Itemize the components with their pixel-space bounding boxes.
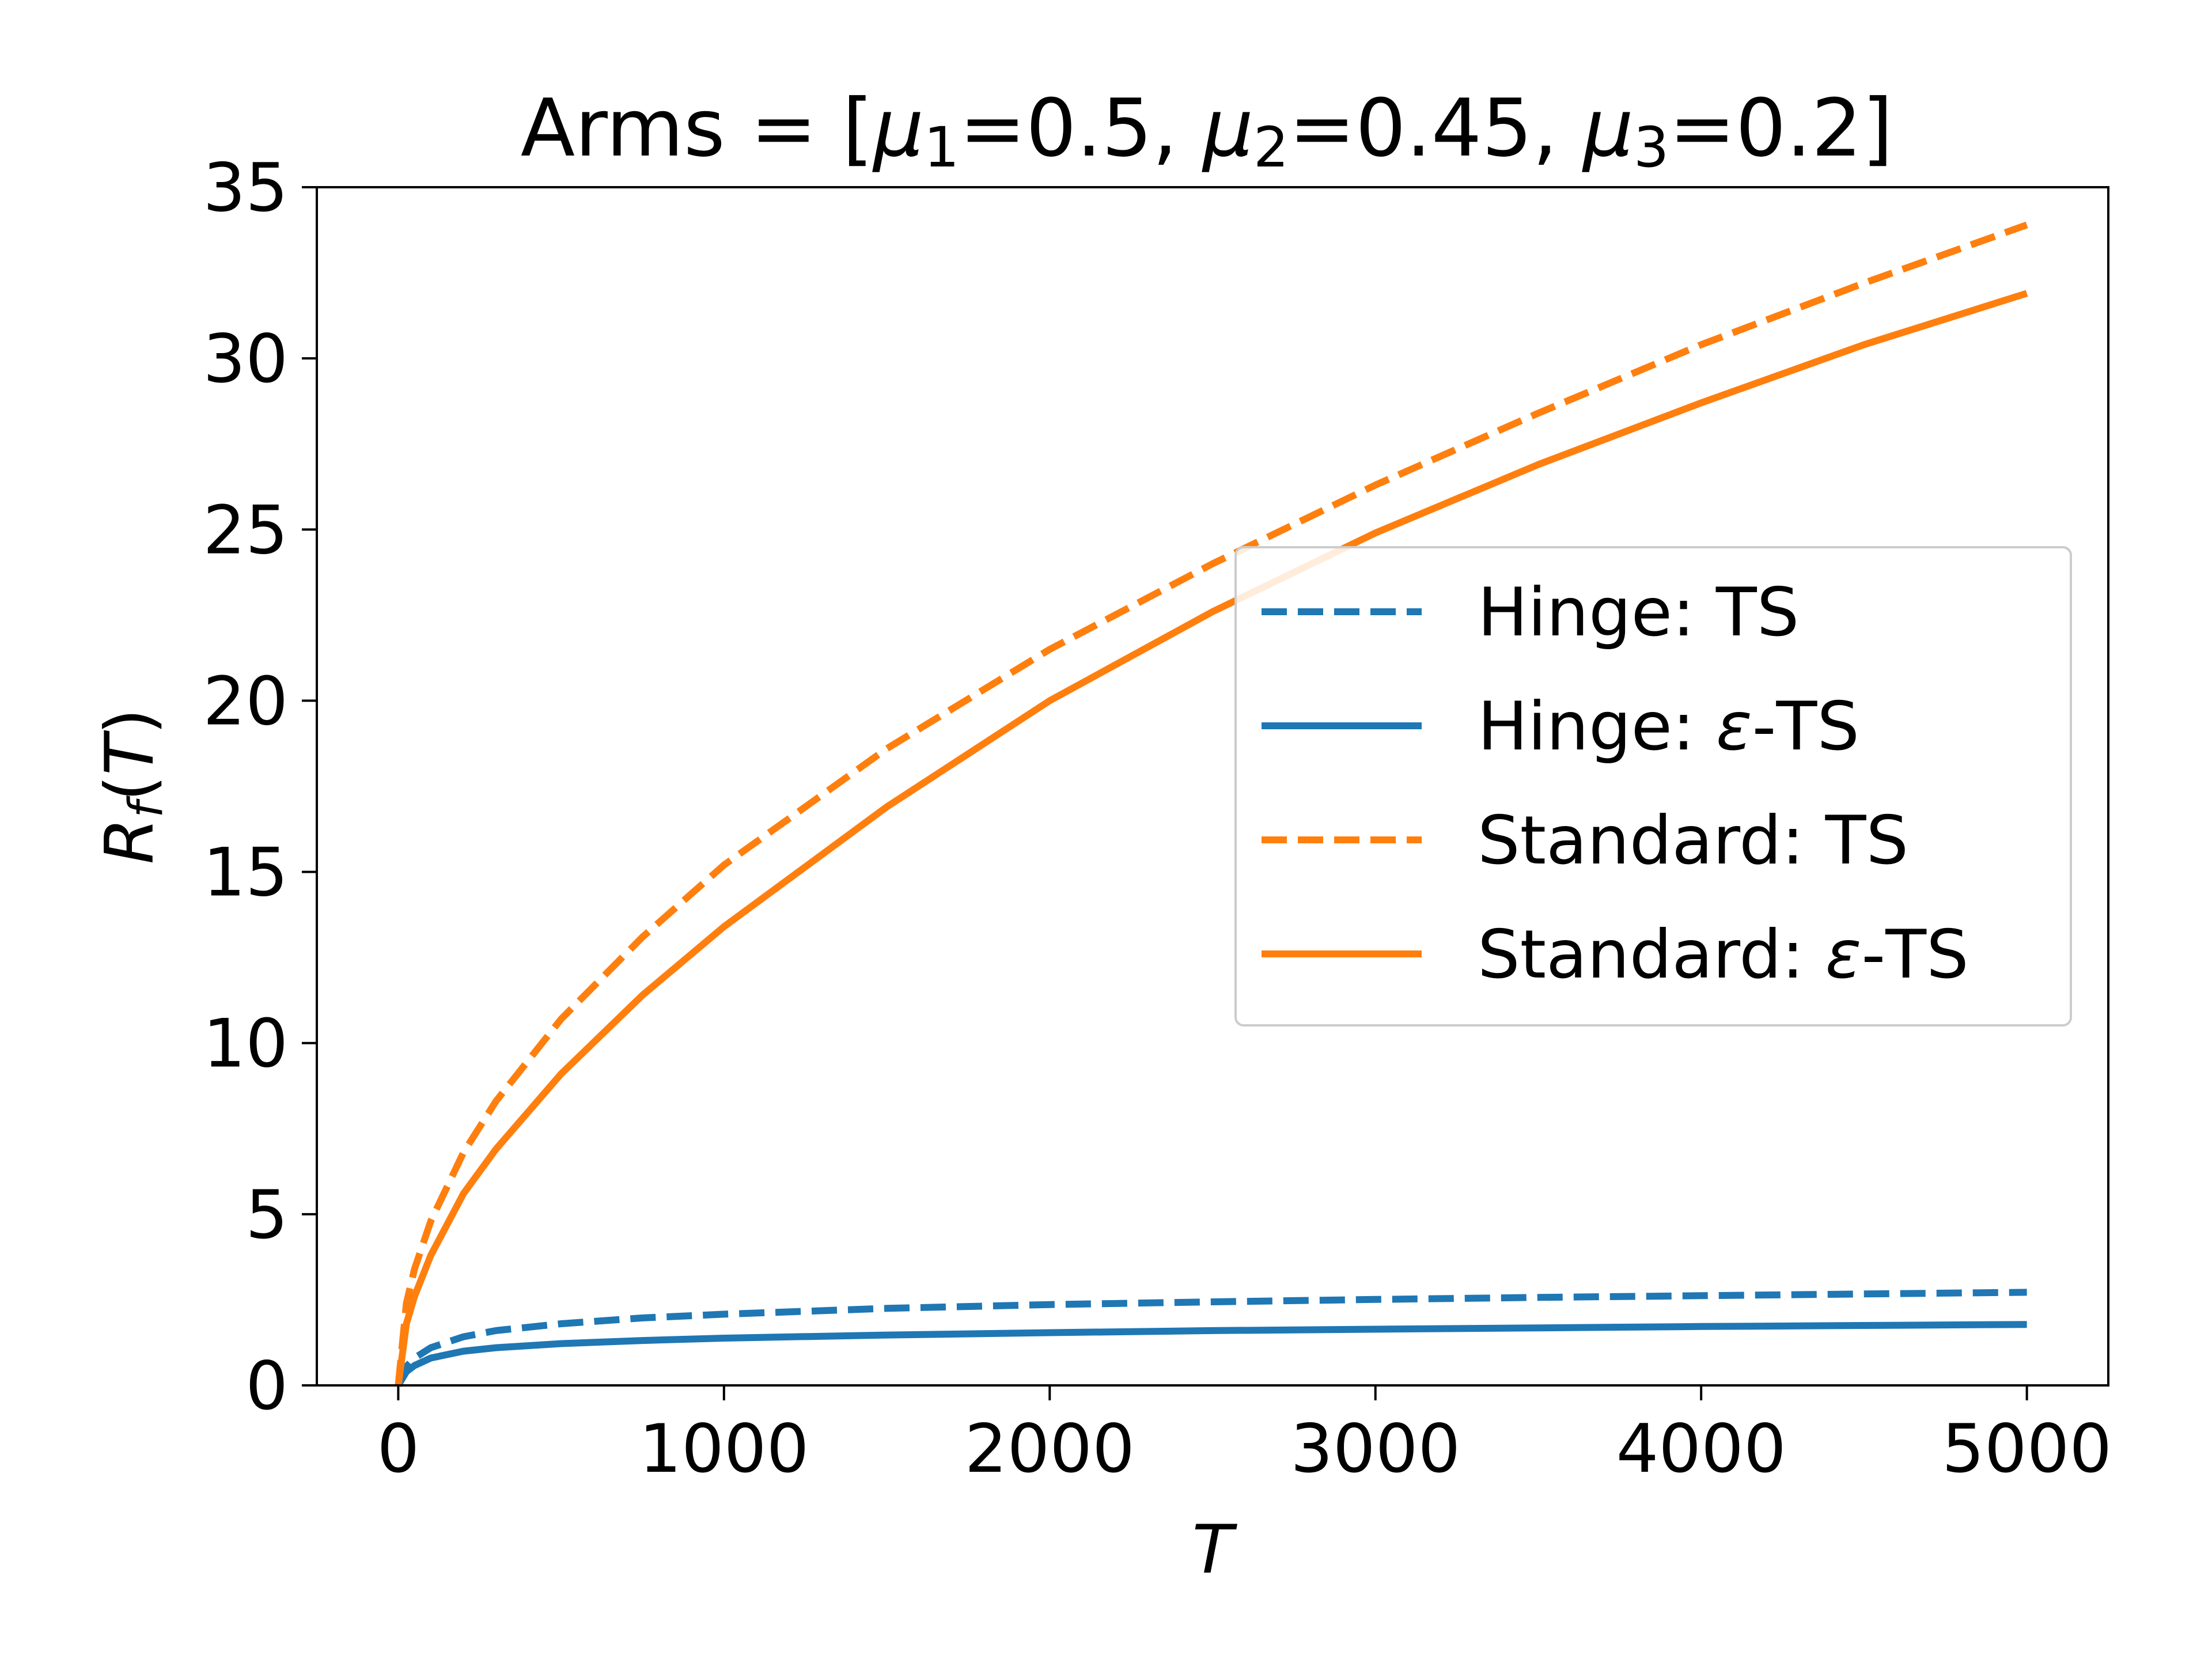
legend-label: Standard: ε-TS — [1478, 916, 1969, 994]
legend-text-part: Standard: — [1478, 916, 1825, 994]
legend-label: Hinge: TS — [1478, 574, 1799, 652]
x-tick-label: 0 — [377, 1410, 419, 1488]
legend-epsilon-symbol: ε — [1716, 688, 1752, 766]
legend-text-part: -TS — [1861, 916, 1968, 994]
x-axis: 0 1000 2000 3000 4000 5000 — [377, 1385, 2112, 1488]
series-line-4 — [395, 290, 2028, 1386]
y-tick-label: 35 — [203, 149, 288, 227]
legend-epsilon-symbol: ε — [1825, 916, 1862, 994]
legend-text-part: Standard: TS — [1478, 802, 1908, 880]
x-tick-label: 3000 — [1290, 1410, 1460, 1488]
title-mu-symbol: μ — [1202, 82, 1253, 175]
y-label-paren: ) — [91, 709, 169, 734]
series-line-1 — [395, 1289, 2027, 1387]
title-mu-symbol: μ — [1582, 82, 1634, 175]
series-line-3 — [395, 221, 2028, 1386]
title-subscript: 3 — [1634, 115, 1669, 180]
x-tick-label: 5000 — [1942, 1410, 2112, 1488]
y-tick-label: 5 — [245, 1176, 288, 1254]
title-text-part: =0.2] — [1669, 82, 1893, 175]
legend-text-part: -TS — [1752, 688, 1859, 766]
series-layer — [395, 221, 2028, 1388]
title-subscript: 1 — [924, 115, 959, 180]
legend-text-part: Hinge: TS — [1478, 574, 1799, 652]
y-label-paren: ( — [91, 775, 169, 801]
title-text-part: =0.45, — [1289, 82, 1583, 175]
title-text-part: =0.5, — [959, 82, 1203, 175]
title-subscript: 2 — [1253, 115, 1289, 180]
plot-area-frame — [316, 186, 2109, 1387]
title-mu-symbol: μ — [872, 82, 924, 175]
x-axis-label: T — [1192, 1511, 1238, 1589]
y-axis: 0 5 10 15 20 25 30 35 — [203, 149, 317, 1425]
y-axis-label: Rf(T) — [91, 709, 173, 865]
y-tick-label: 25 — [203, 491, 288, 569]
chart-title: Arms = [μ1=0.5, μ2=0.45, μ3=0.2] — [521, 82, 1893, 180]
x-tick-label: 1000 — [639, 1410, 809, 1488]
y-label-argument: T — [91, 730, 169, 775]
title-text-part: Arms = [ — [521, 82, 873, 175]
legend-box — [1234, 546, 2072, 1027]
legend-label: Hinge: ε-TS — [1478, 688, 1859, 766]
y-tick-label: 10 — [203, 1005, 288, 1083]
y-tick-label: 15 — [203, 834, 288, 912]
series-line-2 — [395, 1321, 2027, 1388]
y-tick-label: 30 — [203, 320, 288, 398]
x-tick-label: 4000 — [1616, 1410, 1786, 1488]
y-tick-label: 0 — [245, 1347, 288, 1425]
y-tick-label: 20 — [203, 662, 288, 740]
legend-label: Standard: TS — [1478, 802, 1908, 880]
y-label-symbol: R — [91, 818, 169, 865]
x-tick-label: 2000 — [965, 1410, 1135, 1488]
legend-text-part: Hinge: — [1478, 688, 1716, 766]
